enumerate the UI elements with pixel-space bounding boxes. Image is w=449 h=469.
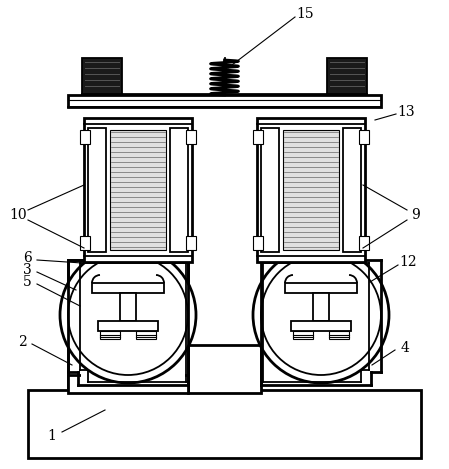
Bar: [264, 264, 368, 381]
Bar: [28, 390, 421, 458]
Bar: [253, 236, 263, 250]
Bar: [343, 128, 361, 252]
Text: 10: 10: [9, 208, 27, 222]
Bar: [188, 345, 261, 393]
Text: 13: 13: [397, 105, 415, 119]
Bar: [84, 118, 192, 262]
Bar: [68, 260, 144, 390]
Bar: [283, 130, 339, 250]
Text: 6: 6: [22, 251, 31, 265]
Circle shape: [60, 247, 196, 383]
Bar: [68, 375, 188, 393]
Bar: [253, 130, 263, 144]
Bar: [136, 331, 156, 339]
Text: 2: 2: [18, 335, 26, 349]
Bar: [186, 130, 196, 144]
Bar: [68, 95, 381, 107]
Text: 4: 4: [401, 341, 409, 355]
Bar: [293, 331, 313, 339]
Text: 5: 5: [22, 275, 31, 289]
Bar: [176, 260, 188, 390]
Bar: [80, 236, 90, 250]
Text: 1: 1: [48, 429, 57, 443]
Bar: [110, 130, 166, 250]
Bar: [257, 118, 365, 262]
Bar: [81, 264, 185, 381]
Bar: [92, 283, 164, 293]
Bar: [291, 321, 351, 331]
Text: 12: 12: [399, 255, 417, 269]
Bar: [82, 58, 122, 95]
Bar: [170, 128, 188, 252]
Bar: [359, 130, 369, 144]
Bar: [98, 321, 158, 331]
Bar: [80, 130, 90, 144]
Bar: [285, 283, 357, 293]
Circle shape: [253, 247, 389, 383]
Bar: [359, 236, 369, 250]
Text: 9: 9: [411, 208, 419, 222]
Bar: [329, 331, 349, 339]
Bar: [313, 293, 329, 321]
Text: 3: 3: [22, 263, 31, 277]
Text: 15: 15: [296, 7, 314, 21]
Bar: [327, 58, 367, 95]
Bar: [88, 128, 106, 252]
Bar: [120, 293, 136, 321]
Bar: [186, 236, 196, 250]
Bar: [261, 128, 279, 252]
Bar: [100, 331, 120, 339]
